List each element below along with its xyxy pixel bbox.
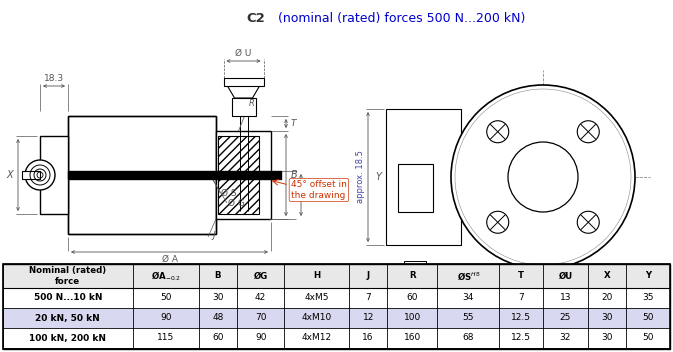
Circle shape (487, 211, 509, 233)
Bar (232, 98, 256, 116)
Text: 20: 20 (601, 294, 612, 302)
Text: B: B (215, 271, 221, 281)
Bar (3, 264, 670, 288)
Text: 100 kN, 200 kN: 100 kN, 200 kN (30, 333, 106, 342)
Text: 25: 25 (560, 314, 571, 322)
Text: 18.3: 18.3 (44, 74, 64, 83)
Polygon shape (227, 86, 260, 98)
Text: 12.5: 12.5 (511, 314, 531, 322)
Text: Ø U: Ø U (236, 49, 252, 58)
Text: 4xM12: 4xM12 (302, 333, 332, 342)
Bar (218, 136, 259, 214)
Circle shape (487, 121, 509, 143)
Text: 50: 50 (642, 314, 653, 322)
Text: R: R (409, 271, 416, 281)
Text: Nominal (rated)
force: Nominal (rated) force (29, 266, 106, 286)
Text: 35: 35 (642, 294, 653, 302)
Bar (22, 171, 40, 179)
Text: 30: 30 (601, 314, 612, 322)
Bar (404, 261, 426, 279)
Text: Ø G: Ø G (228, 199, 245, 207)
Text: 4xM5: 4xM5 (304, 294, 329, 302)
Text: 90: 90 (160, 314, 172, 322)
Text: 30: 30 (601, 333, 612, 342)
Text: 45° offset in
the drawing: 45° offset in the drawing (291, 180, 347, 200)
Text: 60: 60 (212, 333, 223, 342)
Text: 12: 12 (363, 314, 374, 322)
Text: ØS$^{H8}$: ØS$^{H8}$ (456, 270, 480, 282)
Text: 20 kN, 50 kN: 20 kN, 50 kN (36, 314, 100, 322)
Text: 60: 60 (406, 294, 418, 302)
Text: H: H (313, 271, 320, 281)
Text: Ø S: Ø S (221, 189, 237, 197)
Text: 68: 68 (462, 333, 474, 342)
Text: Y: Y (645, 271, 651, 281)
Text: 42: 42 (255, 294, 267, 302)
Text: X: X (6, 170, 13, 180)
Text: ØU: ØU (559, 271, 573, 281)
Text: Ø A: Ø A (162, 255, 178, 264)
Text: 55: 55 (462, 314, 474, 322)
Text: 16: 16 (362, 333, 374, 342)
Bar (398, 164, 433, 212)
Text: R: R (248, 99, 254, 108)
Bar (3, 328, 670, 348)
Text: (nominal (rated) forces 500 N...200 kN): (nominal (rated) forces 500 N...200 kN) (262, 12, 526, 25)
Circle shape (25, 160, 55, 190)
Text: 160: 160 (404, 333, 421, 342)
Bar (3, 308, 670, 328)
Circle shape (577, 121, 599, 143)
Text: X: X (604, 271, 610, 281)
Text: 34: 34 (462, 294, 474, 302)
Text: 70: 70 (255, 314, 267, 322)
Text: 50: 50 (160, 294, 172, 302)
Text: Y: Y (375, 172, 381, 182)
Text: 50: 50 (642, 333, 653, 342)
Text: 32: 32 (560, 333, 571, 342)
Circle shape (451, 85, 635, 269)
Bar (40, 136, 68, 214)
Text: ØA$_{-0.2}$: ØA$_{-0.2}$ (151, 269, 180, 283)
Text: C2: C2 (246, 12, 264, 25)
Bar (386, 109, 461, 245)
Text: 48: 48 (212, 314, 223, 322)
Bar (3, 264, 670, 349)
Text: 90: 90 (255, 333, 267, 342)
Text: T: T (291, 119, 297, 128)
Text: approx. 18.5: approx. 18.5 (356, 151, 365, 203)
Text: J: J (213, 231, 215, 240)
Text: T: T (518, 271, 524, 281)
Bar (223, 78, 264, 86)
Text: B: B (291, 170, 297, 180)
Circle shape (577, 211, 599, 233)
Text: J: J (367, 271, 369, 281)
Bar (3, 264, 670, 349)
Text: 7: 7 (365, 294, 371, 302)
Text: 13: 13 (560, 294, 571, 302)
Text: 115: 115 (157, 333, 174, 342)
Text: 30: 30 (212, 294, 223, 302)
Bar (68, 116, 216, 234)
Text: ØG: ØG (254, 271, 268, 281)
Text: 7: 7 (518, 294, 524, 302)
Text: 100: 100 (404, 314, 421, 322)
Text: H: H (306, 190, 313, 200)
Bar (3, 288, 670, 308)
Text: 4xM10: 4xM10 (302, 314, 332, 322)
Text: 500 N...10 kN: 500 N...10 kN (34, 294, 102, 302)
Bar (216, 131, 271, 219)
Text: 12.5: 12.5 (511, 333, 531, 342)
